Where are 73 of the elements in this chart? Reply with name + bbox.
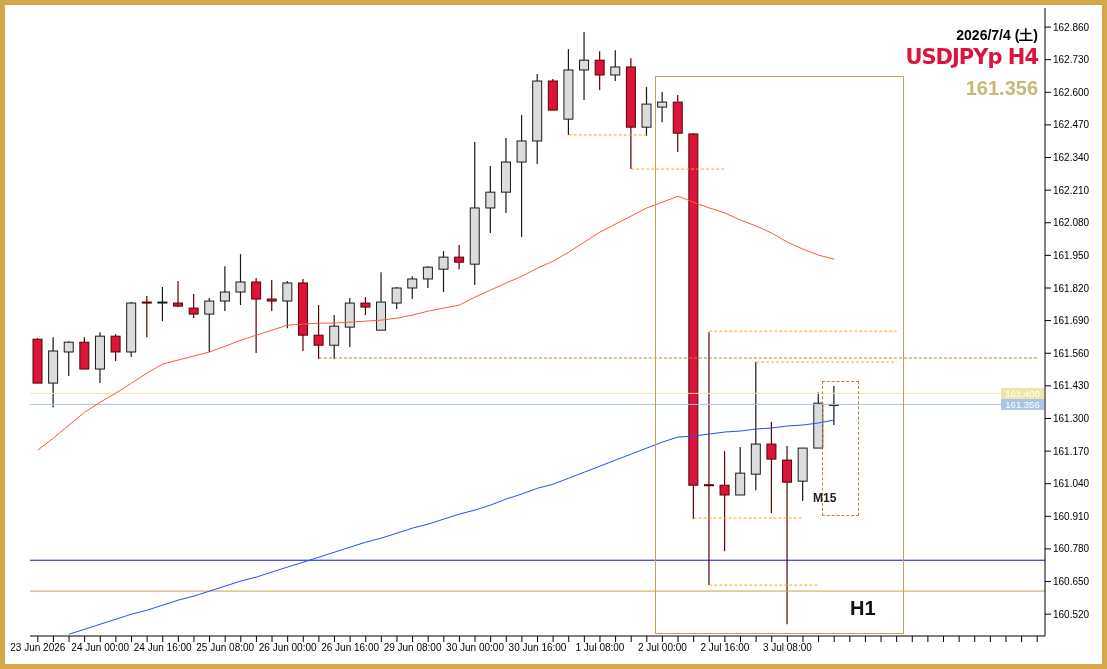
- x-tick-label: 26 Jun 16:00: [321, 642, 380, 654]
- candlestick: [157, 286, 168, 322]
- candlestick: [657, 91, 668, 123]
- y-tick-label: 162.860: [1053, 21, 1090, 33]
- x-tick-label: 24 Jun 00:00: [71, 642, 130, 654]
- y-tick-label: 161.950: [1053, 249, 1090, 261]
- candlestick: [360, 296, 371, 316]
- x-tick-label: 30 Jun 00:00: [446, 642, 505, 654]
- y-tick-label: 162.600: [1053, 86, 1090, 98]
- x-tick-label: 2 Jul 00:00: [637, 642, 688, 654]
- candlestick: [719, 450, 730, 552]
- candlestick: [63, 340, 74, 377]
- x-tick-label: 26 Jun 00:00: [258, 642, 318, 654]
- candlestick: [735, 446, 746, 496]
- text: USDJPYp H4: [905, 45, 1038, 69]
- candlestick: [188, 293, 199, 319]
- y-tick-label: 161.040: [1053, 478, 1090, 490]
- y-tick-label: 160.520: [1053, 608, 1090, 620]
- candlestick: [703, 331, 714, 586]
- candlestick: [329, 314, 340, 360]
- y-tick-label: 160.780: [1053, 543, 1090, 555]
- candlestick: [313, 304, 324, 360]
- candlestick: [141, 295, 152, 338]
- candlestick: [610, 49, 621, 82]
- candlestick: [485, 165, 496, 234]
- candlestick: [438, 250, 449, 293]
- candlestick: [235, 253, 246, 306]
- candlestick: [219, 265, 230, 312]
- candlestick: [173, 280, 184, 308]
- x-tick-label: 23 Jun 2026: [10, 642, 66, 654]
- y-tick-label: 161.170: [1053, 445, 1090, 457]
- candlestick: [407, 275, 418, 300]
- candlestick: [454, 244, 465, 270]
- candlestick: [641, 86, 652, 137]
- annotation: M15: [813, 491, 837, 505]
- candlestick: [516, 114, 527, 238]
- line-series: [37, 195, 835, 451]
- y-tick-label: 161.560: [1053, 347, 1090, 359]
- y-tick-label: 161.820: [1053, 282, 1090, 294]
- ref-line-label: 161.400: [1005, 387, 1040, 399]
- line-series: [68, 419, 835, 635]
- candlestick: [251, 277, 262, 354]
- x-tick-label: 29 Jun 08:00: [383, 642, 442, 654]
- candlestick: [594, 50, 605, 91]
- x-tick-label: 30 Jun 16:00: [508, 642, 567, 654]
- candlestick: [282, 280, 293, 329]
- x-tick-label: 2 Jul 16:00: [700, 642, 750, 654]
- candlestick: [422, 265, 433, 289]
- y-tick-label: 162.470: [1053, 119, 1090, 131]
- candlestick: [766, 421, 777, 514]
- candlestick: [266, 279, 277, 312]
- candlestick: [782, 445, 793, 625]
- candlestick: [579, 31, 590, 101]
- y-tick-label: 160.650: [1053, 576, 1090, 588]
- x-tick-label: 1 Jul 08:00: [575, 642, 625, 654]
- y-tick-label: 161.300: [1053, 413, 1090, 425]
- y-tick-label: 162.730: [1053, 54, 1090, 66]
- annotation: 161.356: [965, 77, 1038, 99]
- x-tick-label: 25 Jun 08:00: [196, 642, 255, 654]
- text: 2026/7/4 (土): [956, 27, 1038, 43]
- ref-line-label: 161.356: [1005, 398, 1040, 410]
- y-tick-label: 162.340: [1053, 152, 1090, 164]
- annotation: H1: [850, 597, 876, 619]
- y-tick-label: 162.210: [1053, 184, 1090, 196]
- candlestick: [204, 297, 215, 353]
- x-tick-label: 3 Jul 08:00: [762, 642, 813, 654]
- y-tick-label: 161.690: [1053, 315, 1090, 327]
- y-tick-label: 160.910: [1053, 510, 1090, 522]
- x-tick-label: 24 Jun 16:00: [133, 642, 193, 654]
- candlestick: [391, 286, 402, 310]
- candlestick: [110, 333, 121, 362]
- y-tick-label: 161.430: [1053, 380, 1090, 392]
- y-tick-label: 162.080: [1053, 217, 1090, 229]
